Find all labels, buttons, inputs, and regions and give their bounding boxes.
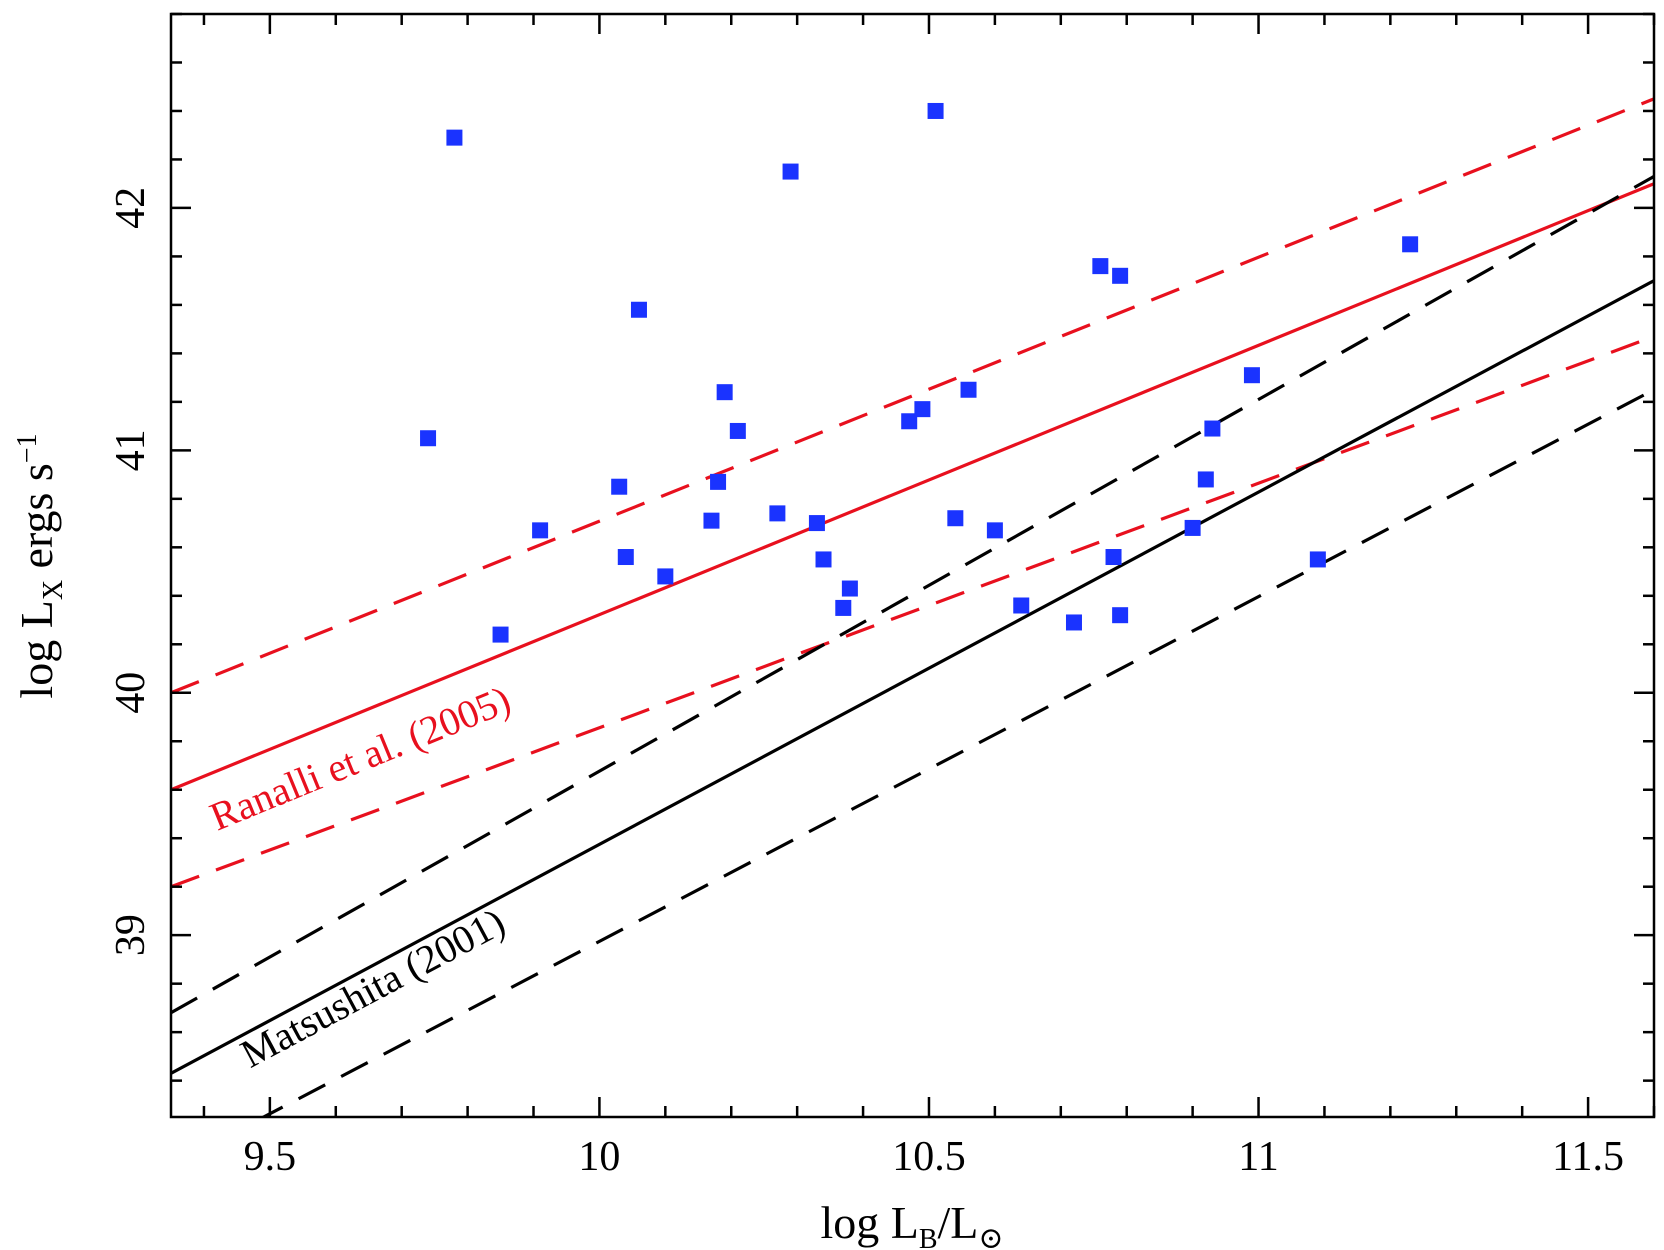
data-point: [947, 510, 964, 527]
data-point: [1092, 258, 1109, 275]
x-axis-label-mid: /L: [938, 1197, 979, 1248]
line-matsushita-upper-bound: [171, 175, 1654, 1015]
line-ranalli-et-al-2005: [171, 182, 1654, 792]
y-axis-label-sup: −1: [12, 433, 43, 463]
line-matsushita-2001: [171, 279, 1654, 1075]
y-axis-label: log LX ergs s−1: [11, 433, 69, 698]
data-point: [1197, 471, 1214, 488]
annotation-matsushita: Matsushita (2001): [233, 899, 512, 1076]
data-point: [1402, 236, 1419, 253]
x-tick-label: 11.5: [1552, 1134, 1624, 1180]
data-point: [808, 515, 825, 532]
data-point: [657, 568, 674, 585]
data-point: [446, 129, 463, 146]
line-ranalli-lower-bound: [171, 334, 1654, 889]
y-axis-label-prefix: log L: [11, 600, 62, 698]
data-point: [1105, 549, 1122, 566]
data-point: [630, 301, 647, 318]
data-point: [492, 626, 509, 643]
data-point: [986, 522, 1003, 539]
y-tick-label: 39: [108, 914, 154, 956]
x-tick-label: 10: [578, 1134, 620, 1180]
x-tick-label: 9.5: [244, 1134, 297, 1180]
plot-frame: [169, 12, 1656, 1119]
data-point: [1112, 607, 1129, 624]
data-point: [1112, 267, 1129, 284]
y-tick-label: 40: [108, 672, 154, 714]
data-point: [841, 580, 858, 597]
data-point: [1309, 551, 1326, 568]
x-axis-label: log LB/L⊙: [820, 1197, 1003, 1250]
data-point: [960, 381, 977, 398]
data-point: [835, 599, 852, 616]
y-axis-label-mid: ergs s: [11, 463, 62, 580]
data-point: [1013, 597, 1030, 614]
data-point: [1065, 614, 1082, 631]
line-ranalli-upper-bound: [171, 97, 1654, 695]
data-point: [420, 430, 437, 447]
x-tick-label: 11: [1238, 1134, 1278, 1180]
data-point: [716, 384, 733, 401]
data-point: [769, 505, 786, 522]
x-axis-label-prefix: log L: [820, 1197, 918, 1248]
line-matsushita-lower-bound: [260, 388, 1654, 1117]
data-point: [782, 163, 799, 180]
y-tick-label: 42: [108, 187, 154, 229]
data-point: [927, 102, 944, 119]
x-axis-label-sub: B: [919, 1224, 938, 1250]
data-point: [815, 551, 832, 568]
data-point: [1184, 519, 1201, 536]
data-point: [1243, 367, 1260, 384]
x-tick-label: 10.5: [892, 1134, 966, 1180]
data-point: [1204, 420, 1221, 437]
data-point: [532, 522, 549, 539]
y-tick-label: 41: [108, 429, 154, 471]
data-point: [901, 413, 918, 430]
data-point: [703, 512, 720, 529]
data-point: [729, 422, 746, 439]
data-point: [710, 473, 727, 490]
data-point: [914, 401, 931, 418]
y-axis-label-sub: X: [38, 580, 69, 600]
data-point: [611, 478, 628, 495]
data-point: [617, 549, 634, 566]
x-axis-label-sun-symbol: ⊙: [978, 1222, 1003, 1250]
